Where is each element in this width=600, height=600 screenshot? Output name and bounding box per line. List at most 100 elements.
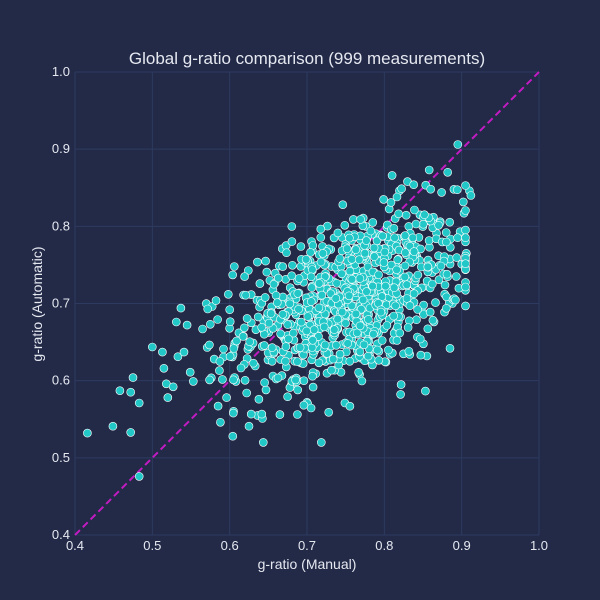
- data-point: [306, 272, 316, 282]
- data-point: [440, 280, 450, 290]
- data-point: [345, 233, 354, 243]
- y-tick-label: 1.0: [52, 64, 70, 79]
- data-point: [253, 257, 262, 267]
- data-point: [344, 291, 354, 301]
- data-point: [397, 184, 406, 193]
- x-axis-label: g-ratio (Manual): [258, 556, 357, 572]
- data-point: [328, 354, 338, 364]
- data-point: [229, 408, 238, 418]
- data-point: [396, 380, 406, 389]
- data-point: [115, 386, 125, 396]
- data-point: [295, 343, 305, 352]
- data-point: [400, 248, 410, 257]
- data-point: [316, 438, 326, 447]
- data-point: [198, 324, 207, 334]
- data-point: [358, 295, 368, 305]
- data-point: [318, 249, 328, 258]
- data-point: [238, 332, 248, 341]
- data-point: [324, 407, 334, 417]
- data-point: [419, 300, 428, 310]
- data-point: [293, 410, 302, 419]
- data-point: [241, 290, 250, 300]
- data-point: [222, 393, 231, 402]
- data-point: [374, 270, 383, 280]
- data-point: [287, 237, 297, 246]
- data-point: [228, 270, 237, 280]
- data-point: [244, 421, 254, 431]
- data-point: [213, 401, 223, 411]
- data-point: [355, 347, 365, 357]
- data-point: [296, 317, 306, 327]
- data-point: [378, 231, 387, 241]
- data-point: [461, 233, 470, 242]
- data-point: [293, 357, 302, 366]
- data-point: [306, 403, 316, 413]
- data-point: [302, 326, 312, 336]
- data-point: [376, 307, 386, 317]
- data-point: [262, 267, 272, 277]
- data-point: [389, 311, 399, 321]
- data-point: [411, 219, 421, 229]
- data-point: [338, 200, 348, 209]
- data-point: [404, 346, 414, 356]
- data-point: [332, 278, 342, 288]
- data-point: [404, 222, 414, 231]
- data-point: [349, 215, 358, 224]
- x-tick-label: 0.4: [66, 538, 84, 553]
- data-point: [291, 375, 300, 385]
- data-point: [225, 352, 235, 361]
- data-point: [379, 195, 388, 204]
- data-point: [461, 225, 470, 235]
- data-point: [425, 307, 435, 317]
- data-point: [267, 343, 277, 352]
- data-point: [402, 280, 412, 290]
- data-point: [466, 191, 476, 200]
- data-point: [363, 351, 373, 361]
- data-point: [267, 356, 277, 366]
- data-point: [416, 350, 426, 360]
- data-point: [409, 180, 419, 189]
- data-point: [261, 385, 271, 395]
- data-point: [436, 261, 446, 271]
- data-point: [236, 363, 246, 373]
- data-point: [215, 357, 225, 366]
- data-point: [431, 298, 440, 307]
- data-point: [368, 281, 377, 291]
- data-point: [285, 299, 295, 309]
- data-point: [369, 329, 378, 339]
- data-point: [453, 233, 462, 242]
- data-point: [394, 209, 403, 219]
- data-point: [229, 344, 239, 353]
- data-point: [281, 356, 290, 366]
- data-point: [225, 305, 234, 315]
- data-point: [443, 168, 453, 177]
- data-point: [264, 318, 274, 328]
- data-point: [337, 307, 347, 317]
- y-tick-label: 0.8: [52, 218, 70, 233]
- data-point: [229, 375, 238, 385]
- data-point: [228, 431, 238, 441]
- data-point: [301, 254, 311, 264]
- data-point: [240, 272, 249, 281]
- data-point: [405, 301, 415, 311]
- data-point: [316, 257, 326, 267]
- data-point: [278, 262, 288, 271]
- data-point: [396, 390, 405, 399]
- data-point: [261, 256, 270, 266]
- data-point: [434, 221, 443, 230]
- data-point: [441, 228, 451, 237]
- data-point: [306, 297, 316, 306]
- data-point: [158, 347, 167, 357]
- data-point: [307, 265, 317, 274]
- data-point: [294, 274, 304, 283]
- data-point: [381, 281, 390, 291]
- data-point: [287, 271, 297, 281]
- data-point: [441, 237, 451, 247]
- data-point: [428, 315, 438, 325]
- data-point: [418, 219, 428, 229]
- data-point: [245, 337, 254, 347]
- data-point: [357, 376, 367, 386]
- data-point: [319, 322, 329, 332]
- data-point: [275, 410, 285, 419]
- data-point: [254, 394, 264, 404]
